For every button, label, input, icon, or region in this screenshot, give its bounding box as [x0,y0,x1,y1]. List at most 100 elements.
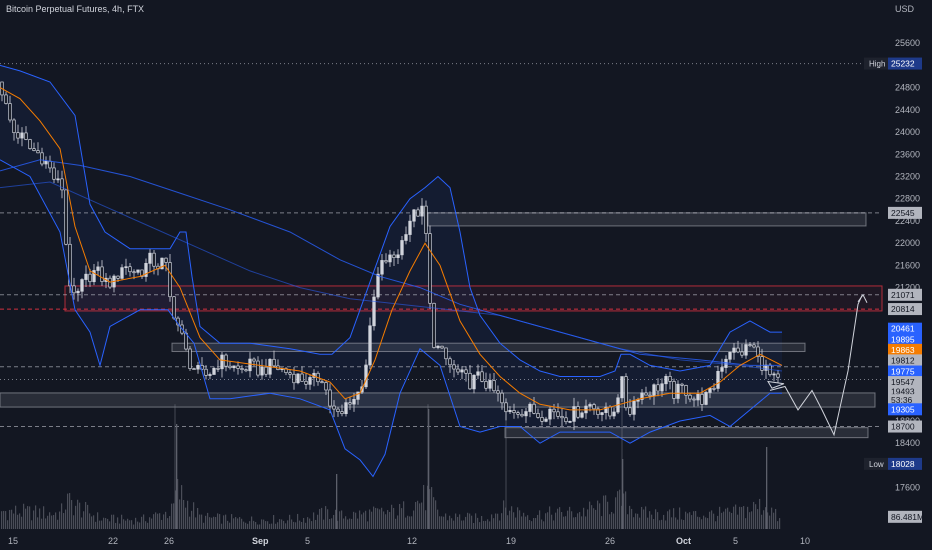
volume-bar [665,520,667,529]
volume-bar [67,493,69,529]
candle-body [272,358,276,367]
candle-body [320,381,324,384]
candle-body [4,94,8,104]
volume-bar [5,511,7,529]
candle-body [28,139,32,149]
volume-bar [157,513,159,529]
chart-title[interactable]: Bitcoin Perpetual Futures, 4h, FTX [6,4,145,14]
volume-bar [779,518,781,529]
candle-body [428,233,432,304]
volume-bar [769,515,771,529]
volume-bar [205,515,207,529]
volume-bar [447,520,449,529]
volume-bar [23,503,25,529]
triangle-pattern[interactable] [767,380,785,389]
candle-body [116,275,120,279]
candle-body [444,347,448,360]
x-tick-label: 26 [605,536,615,546]
volume-bar [733,506,735,529]
volume-bar [151,518,153,529]
volume-bar [7,520,9,529]
volume-bar [589,501,591,529]
volume-bar [487,519,489,529]
volume-bar [39,508,41,529]
price-label-box [888,206,922,219]
support-resistance-zone[interactable] [504,427,869,439]
volume-bar [95,521,97,529]
candle-body [748,344,752,346]
volume-bar [175,490,177,529]
support-resistance-zone[interactable] [171,342,806,353]
candle-body [328,389,332,407]
candle-body [148,252,152,264]
volume-bar [721,512,723,529]
volume-bar [321,507,323,529]
price-label: 53:36 [891,395,913,405]
volume-bar [643,509,645,529]
candle-body [76,290,80,294]
volume-bar [343,518,345,529]
volume-bar [697,516,699,529]
volume-bar [25,508,27,529]
volume-bar [235,517,237,529]
candle-body [712,387,716,390]
candle-body [408,220,412,235]
volume-bar [267,521,269,529]
volume-bar [253,520,255,529]
volume-bar [81,517,83,529]
volume-bar [221,523,223,529]
volume-bar [377,508,379,529]
volume-bar [77,499,79,529]
volume-bar [681,519,683,529]
volume-bar [91,516,93,529]
volume-bar [501,513,503,529]
volume-bar [603,495,605,529]
volume-bar [489,521,491,529]
volume-bar [465,516,467,529]
candle-body [36,150,40,154]
candle-body [452,364,456,370]
candle-body [564,417,568,423]
y-tick-label: 21200 [895,283,920,293]
candle-body [620,376,624,399]
ema-mid-line [0,181,783,372]
volume-bar [405,517,407,529]
candle-body [44,160,48,165]
volume-bar [477,517,479,529]
candle-body [20,132,24,139]
volume-bar [509,510,511,529]
candle-body [496,390,500,394]
price-label: 18028 [891,459,915,469]
candle-body [724,358,728,368]
volume-bar [257,524,259,529]
candle-body [516,412,520,415]
volume-bar [473,523,475,529]
candle-body [336,408,340,412]
candle-body [432,302,436,348]
projection-path[interactable] [769,295,863,437]
volume-bar [499,520,501,529]
volume-bar [197,507,199,529]
volume-bar [269,523,271,529]
price-label-box [888,303,922,316]
volume-bar [609,514,611,529]
candle-body [504,402,508,413]
volume-bar [201,514,203,529]
volume-bar [45,518,47,529]
volume-bar [265,521,267,529]
volume-bar [227,520,229,529]
support-resistance-zone[interactable] [0,392,876,408]
volume-bar [763,510,765,529]
volume-bar [111,514,113,529]
volume-bar [176,424,178,529]
volume-bar [129,520,131,529]
candle-body [140,269,144,277]
volume-bar [363,512,365,529]
volume-bar [727,507,729,529]
support-resistance-zone[interactable] [427,212,867,227]
candle-body [64,189,68,245]
volume-bar [119,523,121,529]
volume-bar [743,506,745,529]
volume-bar [749,512,751,529]
